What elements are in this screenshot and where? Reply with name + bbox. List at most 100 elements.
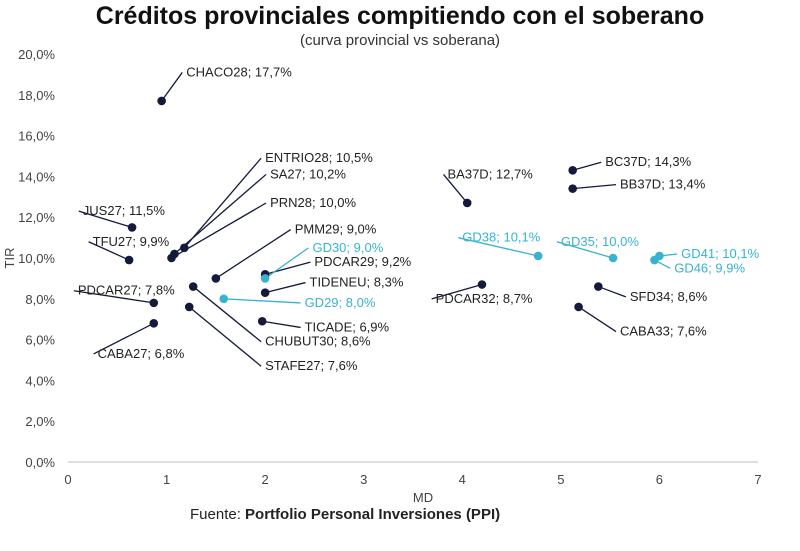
leader-line xyxy=(73,290,154,304)
data-point xyxy=(149,298,159,308)
leader-line xyxy=(598,285,627,298)
x-tick-label: 1 xyxy=(163,472,170,487)
data-point xyxy=(568,184,577,193)
chart-subtitle: (curva provincial vs soberana) xyxy=(299,32,501,49)
data-label: CABA33; 7,6% xyxy=(620,324,707,339)
data-point xyxy=(149,318,159,328)
y-tick-label: 10,0% xyxy=(18,251,55,266)
data-point xyxy=(260,288,270,297)
y-tick-label: 0,0% xyxy=(25,455,55,470)
y-tick-label: 16,0% xyxy=(18,129,55,144)
leader-line xyxy=(578,306,617,333)
y-tick-label: 2,0% xyxy=(25,414,55,429)
leader-line xyxy=(223,298,301,304)
data-label: GD35; 10,0% xyxy=(561,234,639,249)
leader-line xyxy=(572,183,617,190)
y-tick-label: 6,0% xyxy=(25,333,55,348)
data-label: PMM29; 9,0% xyxy=(295,222,377,237)
data-label: PDCAR32; 8,7% xyxy=(436,291,533,306)
leader-line xyxy=(556,241,614,259)
data-point xyxy=(477,280,487,289)
data-label: SFD34; 8,6% xyxy=(630,289,708,304)
x-tick-label: 4 xyxy=(459,472,466,487)
data-label: ENTRIO28; 10,5% xyxy=(265,150,373,165)
x-tick-label: 3 xyxy=(360,472,367,487)
data-label: TICADE; 6,9% xyxy=(305,319,390,334)
source-name: Portfolio Personal Inversiones (PPI) xyxy=(245,506,501,523)
data-label: PRN28; 10,0% xyxy=(270,195,356,210)
data-label: GD41; 10,1% xyxy=(681,246,759,261)
data-point xyxy=(574,302,583,312)
y-tick-label: 18,0% xyxy=(18,88,55,103)
data-label: GD30; 9,0% xyxy=(312,240,383,255)
data-label: BA37D; 12,7% xyxy=(448,166,534,181)
data-point xyxy=(260,274,270,283)
data-label: GD29; 8,0% xyxy=(305,295,376,310)
leader-line xyxy=(264,247,309,279)
axes: 0,0% 2,0% 4,0% 6,0% 8,0% 10,0% 12,0% 14,0% 16,0%… xyxy=(18,47,761,487)
leader-line xyxy=(443,174,468,204)
data-label: SA27; 10,2% xyxy=(270,166,346,181)
data-label: GD38; 10,1% xyxy=(462,230,540,245)
data-point xyxy=(188,282,198,291)
x-tick-label: 7 xyxy=(754,472,761,487)
leader-line xyxy=(88,241,130,261)
source-note: Fuente: Portfolio Personal Inversiones (… xyxy=(190,506,500,523)
data-label: CHUBUT30; 8,6% xyxy=(265,334,371,349)
x-tick-label: 0 xyxy=(64,472,71,487)
data-point xyxy=(594,282,603,291)
data-label: CHACO28; 17,7% xyxy=(186,64,292,79)
data-point xyxy=(608,253,618,263)
leader-line xyxy=(78,210,133,229)
leader-line xyxy=(458,237,539,257)
x-tick-label: 6 xyxy=(656,472,663,487)
leader-line xyxy=(161,72,183,102)
data-label: TFU27; 9,9% xyxy=(93,234,170,249)
data-point xyxy=(184,302,194,312)
data-point xyxy=(124,255,134,265)
data-point xyxy=(211,274,221,283)
data-label: PDCAR29; 9,2% xyxy=(314,254,411,269)
data-point xyxy=(568,165,577,175)
x-axis-label: MD xyxy=(413,490,433,505)
chart-title: Créditos provinciales compitiendo con el… xyxy=(95,2,705,30)
leader-line xyxy=(174,173,267,255)
data-point xyxy=(180,243,189,253)
data-point xyxy=(127,223,137,232)
data-label: CABA27; 6,8% xyxy=(98,346,185,361)
data-label: BC37D; 14,3% xyxy=(605,154,691,169)
data-label: JUS27; 11,5% xyxy=(83,203,166,218)
data-label: PDCAR27; 7,8% xyxy=(78,283,175,298)
data-point xyxy=(219,294,229,304)
leader-line xyxy=(572,161,602,171)
leader-line xyxy=(431,283,483,300)
data-point xyxy=(257,316,267,326)
data-label: GD46; 9,9% xyxy=(674,260,745,275)
data-point xyxy=(167,253,176,263)
y-tick-label: 20,0% xyxy=(18,47,55,62)
leader-line xyxy=(192,286,262,343)
leader-line xyxy=(264,281,306,294)
leader-lines xyxy=(73,72,678,367)
leader-line xyxy=(264,261,311,275)
x-tick-label: 5 xyxy=(557,472,564,487)
data-label: STAFE27; 7,6% xyxy=(265,358,358,373)
data-points xyxy=(124,96,664,328)
leader-line xyxy=(262,320,301,329)
y-tick-label: 14,0% xyxy=(18,169,55,184)
y-tick-label: 4,0% xyxy=(25,373,55,388)
data-point xyxy=(157,96,166,106)
x-tick-label: 2 xyxy=(262,472,269,487)
y-axis-label: TIR xyxy=(2,248,17,269)
leader-line xyxy=(183,157,262,249)
data-point xyxy=(533,251,543,261)
leader-line xyxy=(215,228,292,279)
y-tick-label: 12,0% xyxy=(18,210,55,225)
data-point xyxy=(462,198,472,208)
data-point xyxy=(650,255,659,265)
source-prefix: Fuente: xyxy=(190,506,241,523)
leader-line xyxy=(188,306,262,367)
data-label: TIDENEU; 8,3% xyxy=(310,275,404,290)
data-label: BB37D; 13,4% xyxy=(620,177,706,192)
